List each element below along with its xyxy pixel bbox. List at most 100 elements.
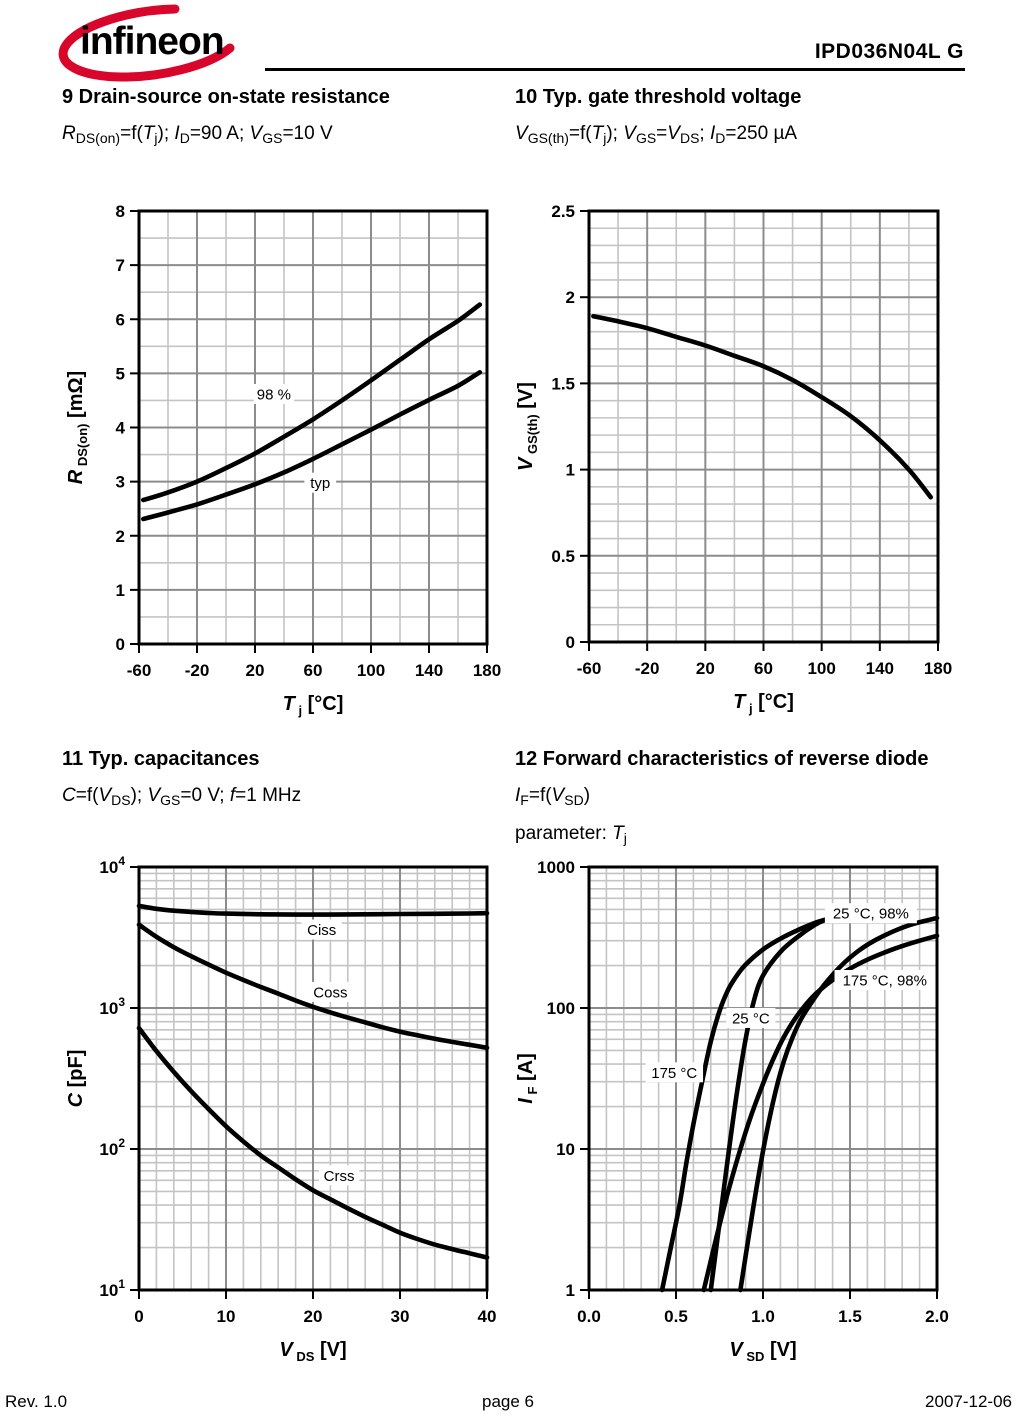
y-tick-label: 0 (566, 633, 575, 652)
series-label-bg (253, 383, 295, 404)
x-tick-label: 100 (807, 659, 835, 678)
series-label: 175 °C, 98% (843, 972, 927, 989)
y-tick-label: 103 (99, 995, 125, 1018)
x-tick-label: -60 (127, 661, 152, 680)
grid-major (589, 211, 938, 642)
chart-vgsth-vs-tj: -60 -20 20 60 100 140 180 0 0.5 1 1.5 2 2.5 T j [°C] V… (515, 202, 952, 716)
plot-frame (137, 209, 489, 646)
x-tick-label: 0.0 (577, 1307, 601, 1326)
x-axis-title: V SD [V] (729, 1339, 796, 1364)
y-tick-label: 2.5 (551, 202, 575, 221)
y-tick-label: 8 (116, 202, 125, 221)
condition-line: IF=f(VSD) (515, 785, 591, 808)
x-tick-label: 10 (217, 1307, 236, 1326)
series-label-bg (834, 969, 936, 990)
footer-revision: Rev. 1.0 (5, 1392, 68, 1411)
y-tick-label: 101 (99, 1277, 125, 1300)
condition-line: parameter: Tj (515, 823, 627, 846)
plot-frame (137, 865, 489, 1292)
condition-line: RDS(on)=f(Tj); ID=90 A; VGS=10 V (62, 123, 333, 146)
x-tick-label: 60 (754, 659, 773, 678)
series-label-bg (301, 919, 342, 940)
tick-marks (580, 210, 939, 651)
y-tick-label: 1.5 (551, 374, 575, 393)
x-tick-label: 140 (866, 659, 894, 678)
series-label: Coss (313, 984, 347, 1001)
y-tick-label: 1 (566, 1281, 575, 1300)
x-tick-label: 0.5 (664, 1307, 688, 1326)
series-label-bg (726, 1007, 776, 1028)
y-tick-label: 1 (566, 461, 575, 480)
part-number: IPD036N04L G (814, 40, 964, 63)
logo-swoosh-icon (58, 4, 235, 82)
y-tick-label: 1000 (537, 858, 575, 877)
series-curve-98- (141, 302, 483, 503)
plot-frame (587, 865, 939, 1292)
y-tick-label: 100 (547, 999, 575, 1018)
section-11-conditions: C=f(VDS); VGS=0 V; f=1 MHz (62, 785, 512, 808)
y-axis-title: C [pF] (65, 1050, 87, 1108)
x-tick-label: 1.0 (751, 1307, 775, 1326)
x-tick-label: -20 (635, 659, 660, 678)
tick-marks (580, 866, 938, 1299)
series-label: 98 % (257, 386, 291, 403)
x-axis-title: T j [°C] (733, 691, 794, 716)
page-footer: Rev. 1.0 page 6 2007-12-06 (0, 1392, 1016, 1414)
y-tick-label: 3 (116, 473, 125, 492)
section-9-title: 9 Drain-source on-state resistance (62, 86, 390, 108)
section-12-conditions: IF=f(VSD) parameter: Tj (515, 785, 965, 846)
series-curve-coss (136, 922, 490, 1051)
section-12: 12 Forward characteristics of reverse di… (515, 748, 965, 846)
series-label: typ (310, 475, 330, 492)
x-tick-label: -20 (185, 661, 210, 680)
y-tick-label: 10 (556, 1140, 575, 1159)
x-tick-label: 100 (357, 661, 385, 680)
x-tick-label: 30 (391, 1307, 410, 1326)
y-tick-label: 6 (116, 310, 125, 329)
x-tick-label: 1.5 (838, 1307, 862, 1326)
section-12-title: 12 Forward characteristics of reverse di… (515, 748, 929, 770)
condition-line: C=f(VDS); VGS=0 V; f=1 MHz (62, 785, 302, 808)
x-axis-title: T j [°C] (283, 693, 344, 718)
series-label-bg (318, 1165, 360, 1186)
section-9: 9 Drain-source on-state resistance RDS(o… (62, 86, 512, 146)
series-label: 175 °C (651, 1065, 697, 1082)
y-tick-label: 0.5 (551, 547, 575, 566)
section-9-conditions: RDS(on)=f(Tj); ID=90 A; VGS=10 V (62, 123, 512, 146)
tick-marks (130, 866, 488, 1299)
series-curve-25-c-98- (738, 915, 940, 1293)
grid-major (139, 211, 487, 644)
x-tick-label: 60 (304, 661, 323, 680)
condition-line: VGS(th)=f(Tj); VGS=VDS; ID=250 µA (515, 123, 798, 146)
logo-text: infineon (80, 20, 224, 63)
x-tick-label: -60 (577, 659, 602, 678)
chart-rdson-vs-tj: -60 -20 20 60 100 140 180 0 1 2 3 4 5 6 7 8 T j [°C] R DS… (65, 202, 501, 718)
section-11-title: 11 Typ. capacitances (62, 748, 260, 770)
y-tick-label: 5 (116, 364, 125, 383)
chart-diode-forward: 0.0 0.5 1.0 1.5 2.0 1 10 100 1000 V SD [V] I F [A]… (515, 858, 949, 1364)
series-label-bg (824, 903, 917, 924)
footer-date: 2007-12-06 (925, 1392, 1012, 1411)
series-curve-typ (141, 370, 483, 522)
x-tick-label: 140 (415, 661, 443, 680)
y-tick-label: 1 (116, 581, 125, 600)
x-tick-label: 20 (696, 659, 715, 678)
x-tick-label: 180 (924, 659, 952, 678)
series-label-bg (304, 472, 337, 493)
section-10-conditions: VGS(th)=f(Tj); VGS=VDS; ID=250 µA (515, 123, 965, 146)
y-tick-label: 7 (116, 256, 125, 275)
tick-marks (130, 210, 488, 653)
series-curve-crss (136, 1025, 490, 1260)
header-rule (265, 68, 965, 71)
series-curve-ciss (136, 903, 490, 917)
y-tick-label: 2 (116, 527, 125, 546)
series-label-bg (310, 981, 351, 1002)
infineon-logo: infineon (58, 4, 235, 82)
section-11: 11 Typ. capacitances C=f(VDS); VGS=0 V; … (62, 748, 512, 808)
series-curve-25-c (708, 917, 828, 1293)
series-label: 25 °C (732, 1010, 770, 1027)
x-tick-label: 2.0 (925, 1307, 949, 1326)
series-label-bg (645, 1062, 704, 1083)
x-tick-label: 40 (478, 1307, 497, 1326)
